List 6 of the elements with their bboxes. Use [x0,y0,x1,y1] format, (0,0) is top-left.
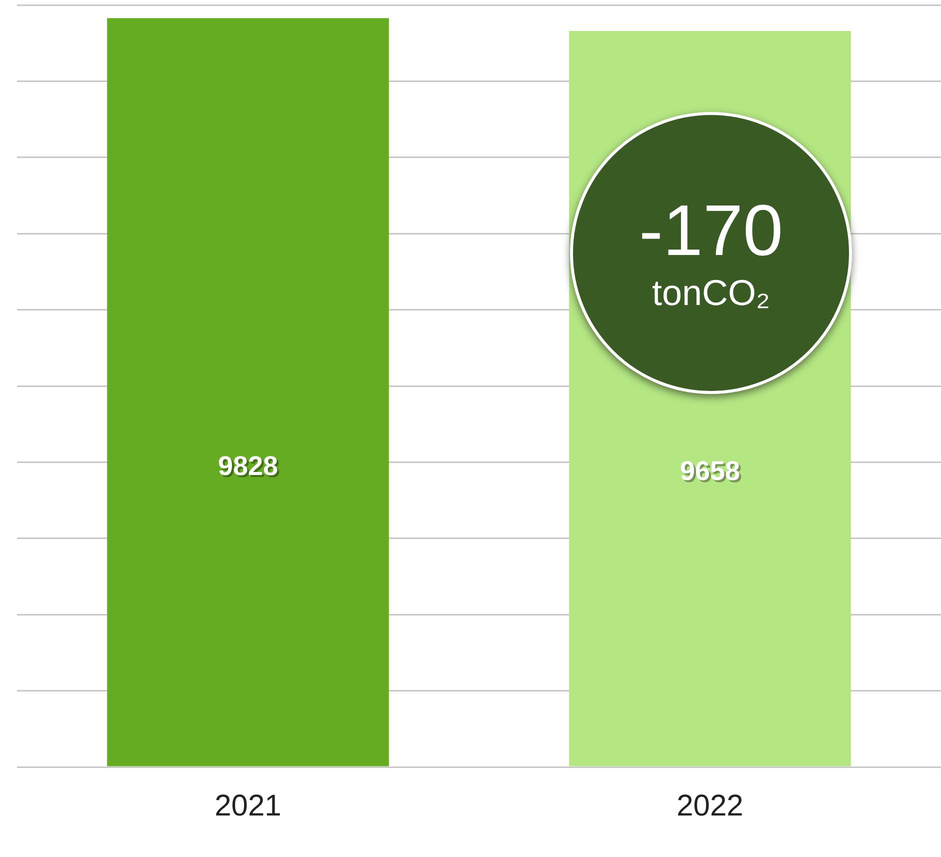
data-label: 9658 [680,456,740,486]
annotation: -170 [638,191,784,271]
annotation: tonCO₂ [652,271,770,315]
x-tick-label: 2021 [214,789,282,822]
x-tick-label: 2022 [676,789,744,822]
data-label: 9828 [218,450,278,481]
